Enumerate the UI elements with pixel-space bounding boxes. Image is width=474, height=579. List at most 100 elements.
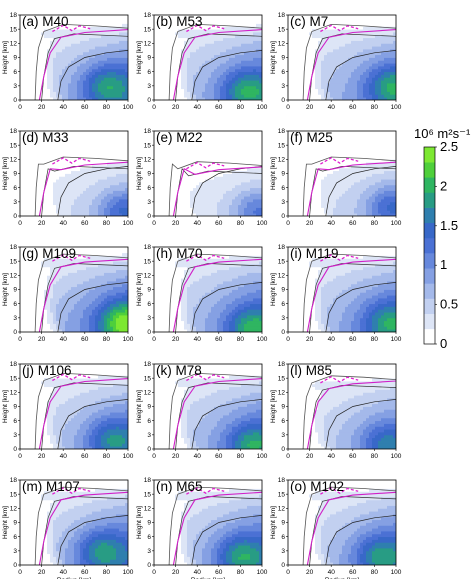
x-tick-label: 80 bbox=[371, 220, 379, 227]
x-tick-label: 80 bbox=[103, 453, 111, 460]
x-tick-label: 60 bbox=[349, 453, 357, 460]
x-tick-label: 20 bbox=[38, 569, 46, 576]
x-axis-label: Radius [km] bbox=[191, 577, 226, 579]
y-tick-label: 18 bbox=[278, 361, 286, 368]
y-tick-label: 12 bbox=[144, 506, 152, 513]
x-tick-label: 60 bbox=[215, 453, 223, 460]
panel-5: 0 20 40 60 80 100 0 3 6 9 12 15 18 Height [km] (f) M25 bbox=[270, 128, 402, 227]
filled-contours bbox=[41, 156, 128, 216]
colorbar-swatch bbox=[424, 328, 435, 345]
y-tick-label: 3 bbox=[147, 315, 151, 322]
panel-title: (a) M40 bbox=[22, 14, 69, 29]
x-tick-label: 20 bbox=[306, 220, 314, 227]
y-tick-label: 18 bbox=[10, 244, 18, 251]
panel-13: 0 20 40 60 80 100 0 3 6 9 12 15 18 Height [km] Radius … bbox=[136, 477, 268, 579]
panel-title: (k) M78 bbox=[156, 363, 202, 378]
panel-title: (f) M25 bbox=[290, 130, 333, 145]
y-tick-label: 3 bbox=[281, 548, 285, 555]
y-axis-label: Height [km] bbox=[2, 157, 9, 190]
filled-contours bbox=[306, 482, 396, 565]
x-tick-label: 80 bbox=[237, 104, 245, 111]
x-axis-label: Radius [km] bbox=[57, 577, 92, 579]
x-tick-label: 20 bbox=[306, 453, 314, 460]
x-tick-label: 20 bbox=[38, 336, 46, 343]
y-tick-label: 3 bbox=[147, 548, 151, 555]
x-tick-label: 20 bbox=[172, 104, 180, 111]
filled-contours bbox=[178, 162, 262, 216]
contour-lines bbox=[168, 23, 262, 100]
y-tick-label: 15 bbox=[278, 26, 286, 33]
y-tick-label: 6 bbox=[281, 418, 285, 425]
y-tick-label: 9 bbox=[281, 171, 285, 178]
x-tick-label: 40 bbox=[194, 453, 202, 460]
x-tick-label: 40 bbox=[60, 220, 68, 227]
y-tick-label: 0 bbox=[13, 446, 17, 453]
x-tick-label: 0 bbox=[152, 453, 156, 460]
y-tick-label: 6 bbox=[147, 418, 151, 425]
y-tick-label: 3 bbox=[13, 315, 17, 322]
x-tick-label: 20 bbox=[38, 104, 46, 111]
x-tick-label: 40 bbox=[328, 104, 336, 111]
x-tick-label: 60 bbox=[349, 220, 357, 227]
y-tick-label: 12 bbox=[278, 390, 286, 397]
y-axis-label: Height [km] bbox=[2, 390, 9, 423]
colorbar-tick-label: 0 bbox=[440, 336, 447, 351]
colorbar-swatch bbox=[424, 192, 435, 208]
y-tick-label: 15 bbox=[144, 142, 152, 149]
x-tick-label: 80 bbox=[237, 220, 245, 227]
y-tick-label: 0 bbox=[13, 213, 17, 220]
y-tick-label: 6 bbox=[281, 534, 285, 541]
x-tick-label: 0 bbox=[152, 336, 156, 343]
y-axis-label: Height [km] bbox=[136, 506, 143, 539]
y-axis-label: Height [km] bbox=[2, 41, 9, 74]
panel-12: 0 20 40 60 80 100 0 3 6 9 12 15 18 Height [km] Radius … bbox=[2, 477, 134, 579]
y-tick-label: 15 bbox=[144, 26, 152, 33]
x-tick-label: 100 bbox=[391, 104, 402, 111]
x-tick-label: 100 bbox=[123, 453, 134, 460]
x-tick-label: 100 bbox=[123, 569, 134, 576]
filled-contours bbox=[306, 249, 396, 332]
x-tick-label: 40 bbox=[194, 336, 202, 343]
x-tick-label: 40 bbox=[194, 220, 202, 227]
panel-title: (n) M65 bbox=[156, 479, 203, 494]
x-tick-label: 0 bbox=[18, 336, 22, 343]
panel-11: 0 20 40 60 80 100 0 3 6 9 12 15 18 Height [km] (l) M85 bbox=[270, 361, 402, 460]
panel-14: 0 20 40 60 80 100 0 3 6 9 12 15 18 Height [km] Radius … bbox=[270, 477, 402, 579]
x-tick-label: 60 bbox=[81, 453, 89, 460]
x-tick-label: 40 bbox=[328, 569, 336, 576]
y-tick-label: 6 bbox=[281, 69, 285, 76]
filled-contours bbox=[38, 482, 128, 565]
x-tick-label: 80 bbox=[103, 220, 111, 227]
y-tick-label: 3 bbox=[13, 83, 17, 90]
x-tick-label: 100 bbox=[257, 569, 268, 576]
y-tick-label: 3 bbox=[13, 199, 17, 206]
y-tick-label: 0 bbox=[281, 446, 285, 453]
y-axis-label: Height [km] bbox=[270, 390, 277, 423]
x-tick-label: 0 bbox=[286, 569, 290, 576]
x-tick-label: 100 bbox=[257, 336, 268, 343]
x-tick-label: 40 bbox=[194, 569, 202, 576]
y-tick-label: 6 bbox=[13, 534, 17, 541]
x-tick-label: 100 bbox=[257, 220, 268, 227]
x-tick-label: 20 bbox=[306, 569, 314, 576]
y-tick-label: 9 bbox=[13, 520, 17, 527]
y-tick-label: 18 bbox=[144, 361, 152, 368]
panel-title: (l) M85 bbox=[290, 363, 332, 378]
x-tick-label: 100 bbox=[391, 220, 402, 227]
y-axis-label: Height [km] bbox=[136, 273, 143, 306]
y-axis-label: Height [km] bbox=[136, 390, 143, 423]
panel-9: 0 20 40 60 80 100 0 3 6 9 12 15 18 Height [km] (j) M10… bbox=[2, 361, 134, 460]
x-tick-label: 80 bbox=[371, 104, 379, 111]
y-tick-label: 9 bbox=[13, 55, 17, 62]
y-tick-label: 12 bbox=[10, 506, 18, 513]
panel-title: (g) M109 bbox=[22, 246, 76, 261]
y-tick-label: 9 bbox=[281, 520, 285, 527]
panel-4: 0 20 40 60 80 100 0 3 6 9 12 15 18 Height [km] (e) M22 bbox=[136, 128, 268, 227]
x-tick-label: 0 bbox=[152, 569, 156, 576]
x-axis-label: Radius [km] bbox=[325, 577, 360, 579]
colorbar-swatch bbox=[424, 313, 435, 330]
y-tick-label: 12 bbox=[278, 41, 286, 48]
filled-contours bbox=[309, 153, 396, 216]
y-tick-label: 18 bbox=[10, 128, 18, 135]
